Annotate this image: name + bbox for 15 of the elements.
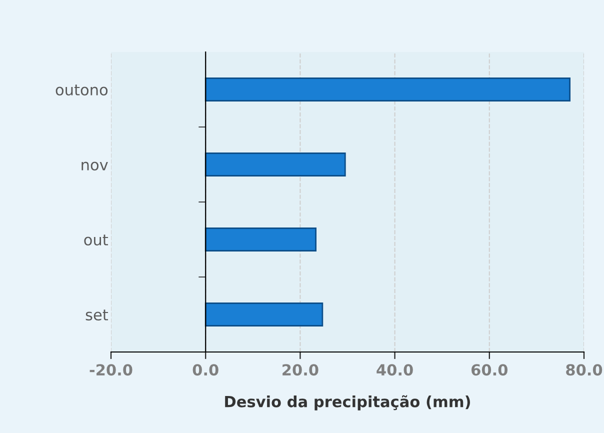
y-tick-label: outono [56,84,108,96]
y-tick-label: out [84,234,108,246]
x-tick-label: 20.0 [282,364,318,376]
x-tick-label: -20.0 [90,364,132,376]
x-tick-label: 40.0 [376,364,413,376]
bar [204,302,324,326]
bar [204,152,346,176]
y-tick-label: nov [82,162,108,171]
x-tick-label: 60.0 [472,364,508,376]
y-tick-label: set [86,310,108,321]
x-axis-title: Desvio da precipitação (mm) [225,395,470,410]
x-tick-label: 0.0 [192,364,218,376]
x-tick-label: 80.0 [566,364,602,376]
bar [204,228,317,252]
bar [204,78,571,102]
